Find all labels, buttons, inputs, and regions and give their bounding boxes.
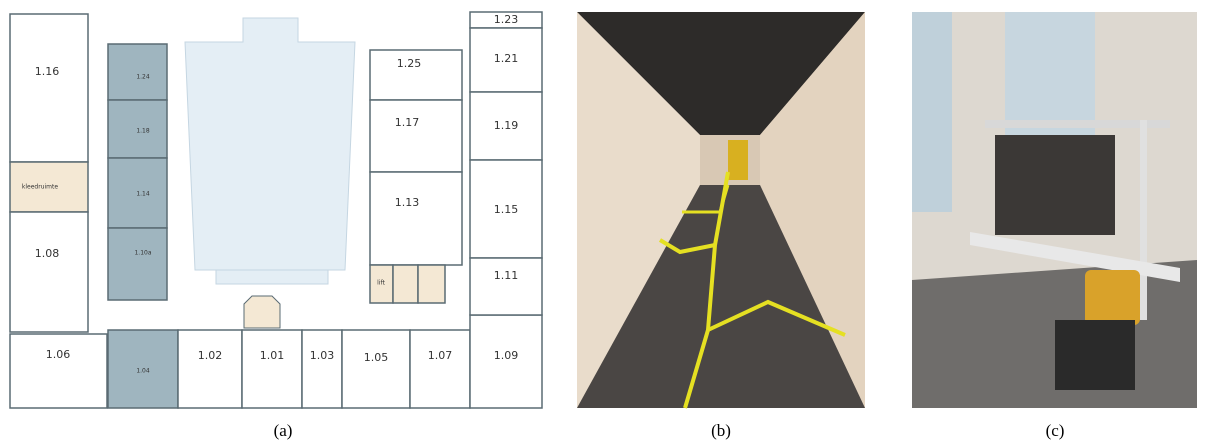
coat-rack-post <box>1140 120 1147 320</box>
room-label: 1.03 <box>310 349 335 362</box>
caption: (a) <box>274 421 293 440</box>
right-wall <box>760 12 865 408</box>
bench <box>970 232 1180 282</box>
room-label: 1.16 <box>35 65 60 78</box>
room-label: 1.04 <box>136 368 150 375</box>
floor-tape <box>682 184 730 214</box>
room-label: 1.15 <box>494 203 519 216</box>
room-label: 1.01 <box>260 349 285 362</box>
room-label: kleedruimte <box>22 184 58 191</box>
room <box>469 91 543 161</box>
caption: (c) <box>1046 421 1065 440</box>
room-label: 1.19 <box>494 119 519 132</box>
stair <box>243 295 281 329</box>
room <box>469 27 543 93</box>
room <box>241 329 303 409</box>
room-label: 1.13 <box>395 196 420 209</box>
coat-rack <box>985 120 1170 128</box>
window <box>912 12 952 212</box>
room <box>469 314 543 409</box>
ceiling <box>577 12 865 135</box>
room <box>9 211 89 333</box>
room-label: 1.25 <box>397 57 422 70</box>
room <box>469 257 543 316</box>
room <box>107 227 168 301</box>
room <box>9 161 89 213</box>
room-label: 1.08 <box>35 247 60 260</box>
cloakroom-photo <box>912 12 1197 408</box>
room-label: 1.23 <box>494 13 519 26</box>
room-label: 1.09 <box>494 349 519 362</box>
room <box>369 171 463 266</box>
floor-tape <box>707 299 846 337</box>
room <box>177 329 243 409</box>
room-label: 1.11 <box>494 269 519 282</box>
room-label: 1.24 <box>136 74 150 81</box>
room-label: 1.21 <box>494 52 519 65</box>
toilet <box>392 264 419 304</box>
far-end <box>728 140 748 180</box>
room <box>341 329 411 409</box>
floor-tape <box>658 238 716 255</box>
toilet <box>417 264 446 304</box>
caption: (b) <box>711 421 731 440</box>
room <box>107 329 179 409</box>
room <box>409 329 471 409</box>
floor <box>912 260 1197 408</box>
yellow-bag <box>1085 270 1140 325</box>
room-label: 1.10a <box>134 250 151 257</box>
room <box>107 157 168 229</box>
room <box>9 13 89 163</box>
room-label: 1.02 <box>198 349 223 362</box>
window <box>1005 12 1095 152</box>
room-label: 1.07 <box>428 349 453 362</box>
room-label: 1.18 <box>136 128 150 135</box>
corridor-photo <box>577 12 865 409</box>
room-label: 1.05 <box>364 351 389 364</box>
room <box>9 333 108 409</box>
room <box>469 159 543 259</box>
room <box>107 99 168 159</box>
floor <box>577 185 865 408</box>
atrium <box>184 17 356 271</box>
room-label: lift <box>377 280 385 287</box>
atrium-base <box>215 269 329 285</box>
room <box>369 99 463 173</box>
floor-plan: 1.16 kleedruimte 1.08 1.06 1.24 1.18 1.1… <box>8 11 560 409</box>
coats <box>995 135 1115 235</box>
room <box>107 43 168 101</box>
black-bag <box>1055 320 1135 390</box>
left-wall <box>577 12 700 408</box>
room-label: 1.17 <box>395 116 420 129</box>
room-label: 1.14 <box>136 191 150 198</box>
room <box>301 329 343 409</box>
room-label: 1.06 <box>46 348 71 361</box>
